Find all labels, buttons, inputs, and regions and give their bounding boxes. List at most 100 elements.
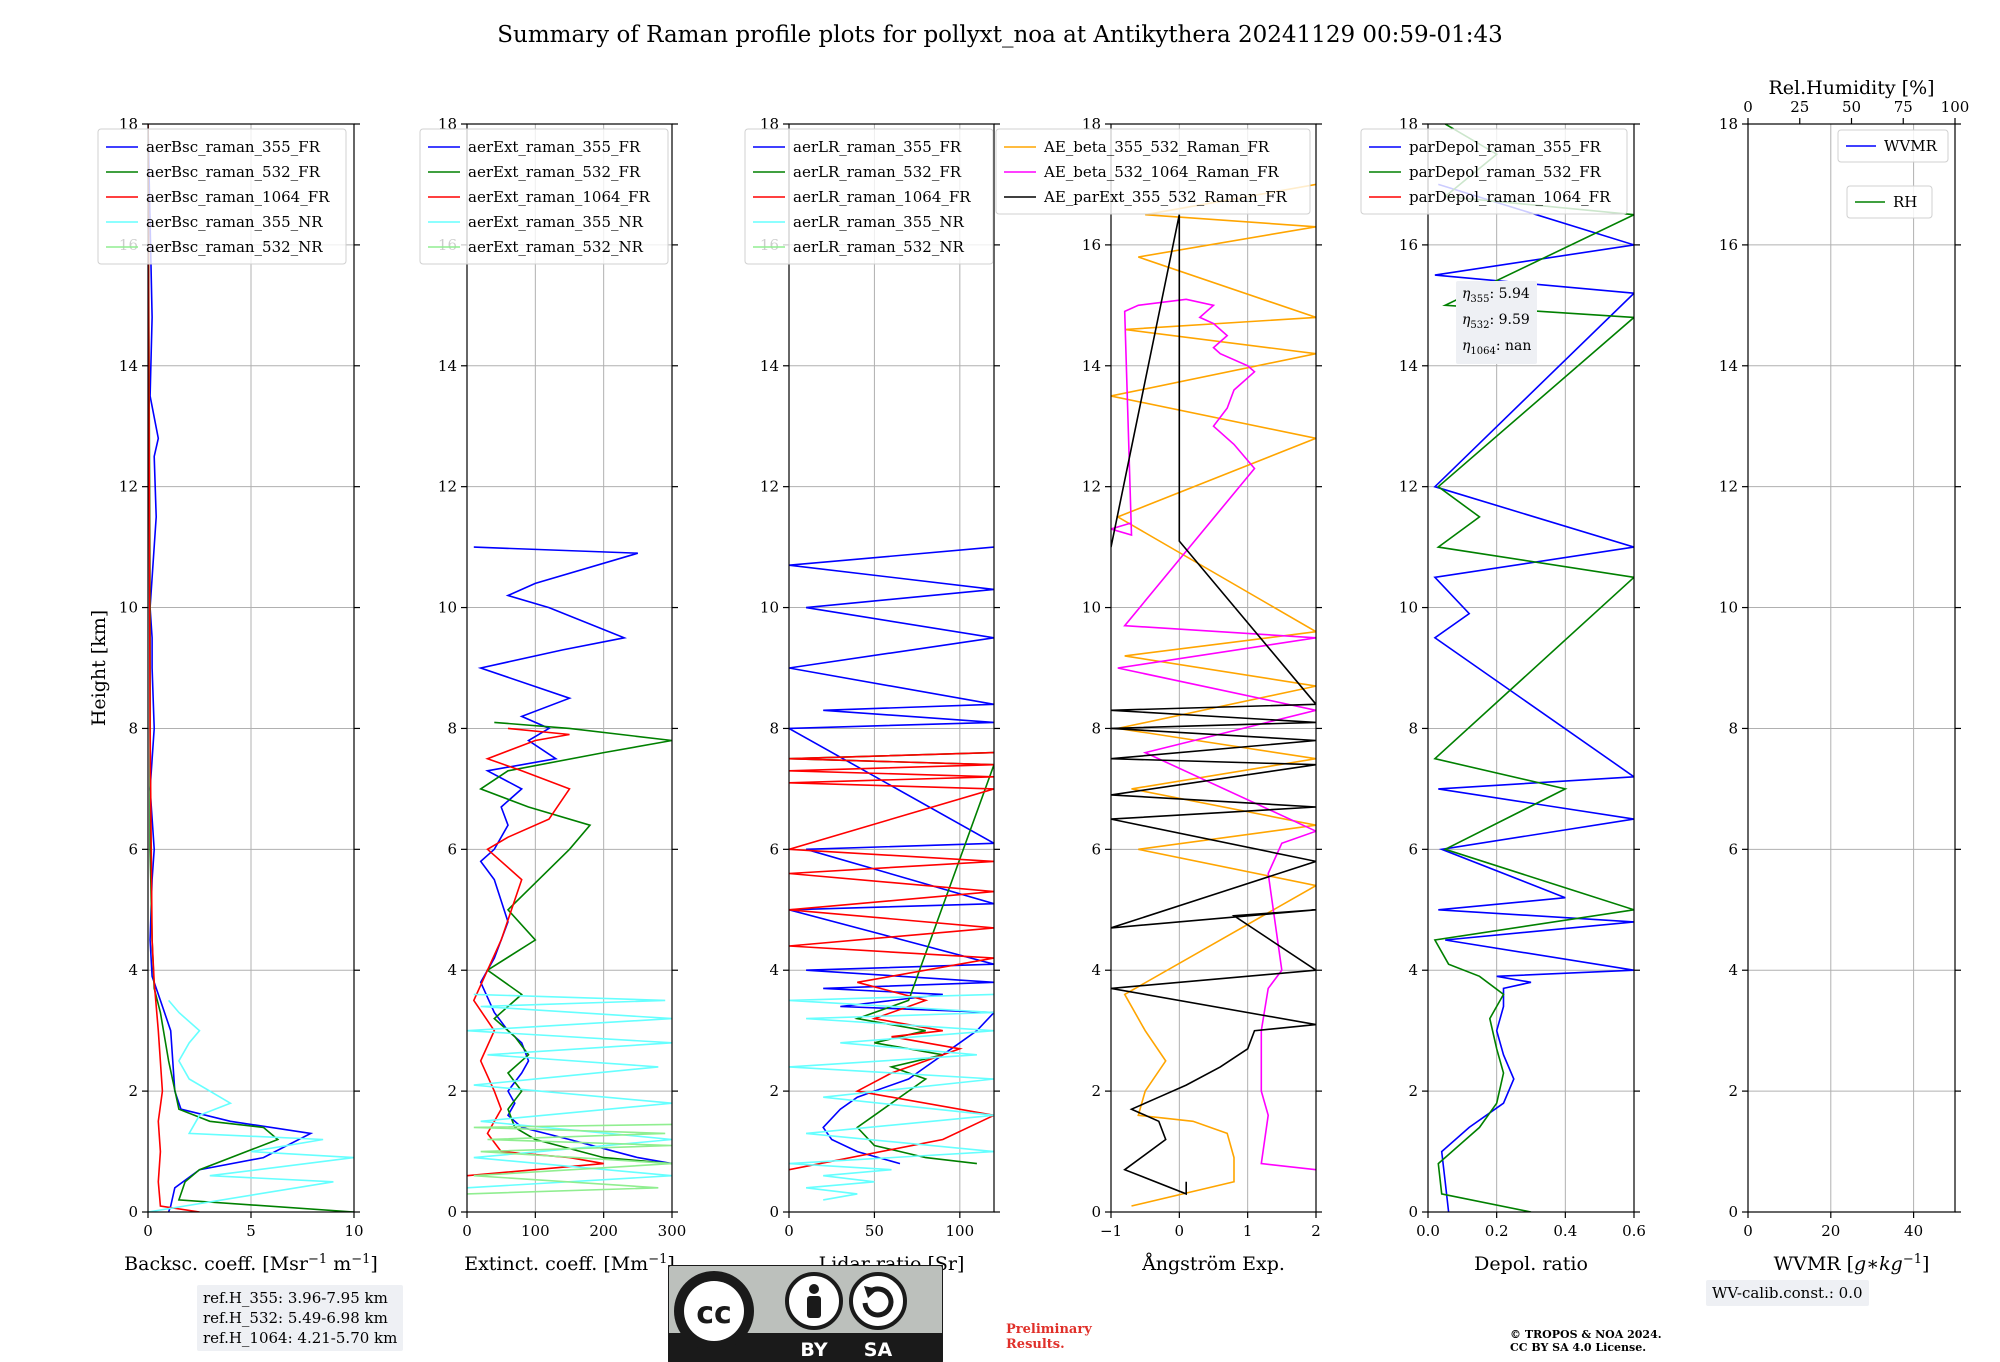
figure-title: Summary of Raman profile plots for polly… — [497, 22, 1503, 48]
y-tick-label: 8 — [769, 719, 779, 737]
x-axis-label: Backsc. coeff. [Msr−1 m−1] — [124, 1252, 378, 1276]
x-tick-label: 0 — [784, 1222, 794, 1240]
legend-box — [1837, 129, 1949, 163]
y-tick-label: 2 — [1728, 1082, 1738, 1100]
y-tick-label: 0 — [769, 1203, 779, 1221]
y-tick-label: 18 — [1719, 115, 1738, 133]
legend-label: aerLR_raman_532_FR — [793, 163, 962, 181]
top-x-tick-label: 25 — [1790, 98, 1809, 116]
y-tick-label: 12 — [119, 478, 138, 496]
legend-label: aerExt_raman_532_FR — [468, 163, 641, 181]
y-tick-label: 2 — [1408, 1082, 1418, 1100]
cc-by-label: BY — [800, 1339, 827, 1361]
y-tick-label: 10 — [1082, 599, 1101, 617]
x-tick-label: 20 — [1821, 1222, 1840, 1240]
x-axis-label: WVMR [g∗kg−1] — [1774, 1252, 1930, 1276]
x-axis-label: Extinct. coeff. [Mm−1] — [464, 1252, 675, 1276]
y-tick-label: 0 — [1408, 1203, 1418, 1221]
panel-6: 0 20 40 0 2 4 6 8 10 12 14 16 18 0 25 50 75 100 Rel.Humidi… — [1719, 77, 1969, 1240]
y-tick-label: 6 — [769, 840, 779, 858]
y-tick-label: 12 — [1082, 478, 1101, 496]
series-line-aerLR_raman_355_NR — [789, 993, 994, 1201]
y-tick-label: 10 — [1399, 599, 1418, 617]
axes-frame — [1427, 123, 1635, 1213]
axes-frame — [147, 123, 355, 1213]
series-line-aerExt_raman_532_FR — [478, 721, 672, 1165]
x-tick-label: 0.6 — [1622, 1222, 1646, 1240]
panel-3: 050100024681012141618aerLR_raman_355_FRa… — [744, 115, 1000, 1240]
legend-label: aerExt_raman_355_NR — [468, 213, 644, 231]
legend-label: aerBsc_raman_532_NR — [146, 238, 323, 256]
y-axis-label: Height [km] — [88, 610, 110, 726]
legend-box — [97, 128, 347, 265]
axes-frame — [788, 123, 995, 1213]
legend-label: parDepol_raman_532_FR — [1409, 163, 1602, 181]
y-tick-label: 12 — [760, 478, 779, 496]
y-tick-label: 6 — [1728, 840, 1738, 858]
y-tick-label: 14 — [760, 357, 779, 375]
y-tick-label: 16 — [1719, 236, 1738, 254]
y-tick-label: 12 — [438, 478, 457, 496]
y-tick-label: 6 — [1091, 840, 1101, 858]
series-line-parDepol_raman_355_FR — [1433, 183, 1634, 1212]
legend-label: aerLR_raman_355_NR — [793, 213, 964, 231]
series-line-aerBsc_raman_355_FR — [148, 124, 314, 1212]
x-tick-label: 0.2 — [1485, 1222, 1509, 1240]
series-line-aerLR_raman_532_FR — [789, 751, 994, 1165]
y-tick-label: 2 — [769, 1082, 779, 1100]
x-tick-label: 0.0 — [1416, 1222, 1440, 1240]
x-tick-label: 100 — [521, 1222, 550, 1240]
x-tick-label: 50 — [865, 1222, 884, 1240]
y-tick-label: 2 — [447, 1082, 457, 1100]
top-axis-label: Rel.Humidity [%] — [1768, 77, 1934, 99]
legend-label: parDepol_raman_355_FR — [1409, 138, 1602, 156]
y-tick-label: 14 — [1399, 357, 1418, 375]
legend-label: RH — [1893, 193, 1917, 211]
x-tick-label: 200 — [589, 1222, 618, 1240]
legend-box — [744, 128, 994, 265]
y-tick-label: 6 — [447, 840, 457, 858]
legend-box — [995, 128, 1311, 215]
y-tick-label: 10 — [119, 599, 138, 617]
y-tick-label: 2 — [1091, 1082, 1101, 1100]
y-tick-label: 16 — [1082, 236, 1101, 254]
legend-label: aerExt_raman_532_NR — [468, 238, 644, 256]
legend-label: AE_beta_532_1064_Raman_FR — [1043, 163, 1279, 181]
series-line-AE_beta_532_1064_Raman_FR — [1111, 298, 1316, 1171]
y-tick-label: 6 — [128, 840, 138, 858]
legend-label: aerBsc_raman_532_FR — [146, 163, 321, 181]
top-x-tick-label: 50 — [1842, 98, 1861, 116]
copyright-line-2: CC BY SA 4.0 License. — [1510, 1341, 1647, 1354]
x-axis-label: Ångström Exp. — [1141, 1253, 1285, 1275]
legend-label: parDepol_raman_1064_FR — [1409, 188, 1611, 206]
y-tick-label: 0 — [128, 1203, 138, 1221]
legend-label: aerBsc_raman_1064_FR — [146, 188, 330, 206]
axes-frame — [1747, 123, 1956, 1213]
legend-box — [1846, 185, 1933, 219]
y-tick-label: 2 — [128, 1082, 138, 1100]
legend-label: aerBsc_raman_355_FR — [146, 138, 321, 156]
y-tick-label: 14 — [1719, 357, 1738, 375]
y-tick-label: 4 — [1728, 961, 1738, 979]
x-tick-label: 100 — [946, 1222, 975, 1240]
y-tick-label: 4 — [447, 961, 457, 979]
legend-label: aerExt_raman_1064_FR — [468, 188, 650, 206]
series-line-aerExt_raman_355_FR — [473, 546, 672, 1165]
series-line-aerLR_raman_355_FR — [789, 546, 994, 1165]
series-line-aerBsc_raman_1064_FR — [148, 124, 200, 1212]
y-tick-label: 6 — [1408, 840, 1418, 858]
x-tick-label: 0 — [1743, 1222, 1753, 1240]
y-tick-label: 8 — [1091, 719, 1101, 737]
cc-sa-label: SA — [864, 1339, 893, 1361]
legend-label: aerLR_raman_1064_FR — [793, 188, 971, 206]
series-line-aerExt_raman_532_NR — [467, 1123, 672, 1195]
ref-height-532: ref.H_532: 5.49-6.98 km — [203, 1309, 388, 1327]
y-tick-label: 14 — [438, 357, 457, 375]
panel-2: 0100200300024681012141618aerExt_raman_35… — [419, 115, 686, 1240]
ref-height-1064: ref.H_1064: 4.21-5.70 km — [203, 1329, 398, 1347]
axes-frame — [466, 123, 673, 1213]
x-tick-label: −1 — [1100, 1222, 1122, 1240]
eta-532: η532: 9.59 — [1462, 311, 1530, 331]
x-tick-label: 1 — [1243, 1222, 1253, 1240]
